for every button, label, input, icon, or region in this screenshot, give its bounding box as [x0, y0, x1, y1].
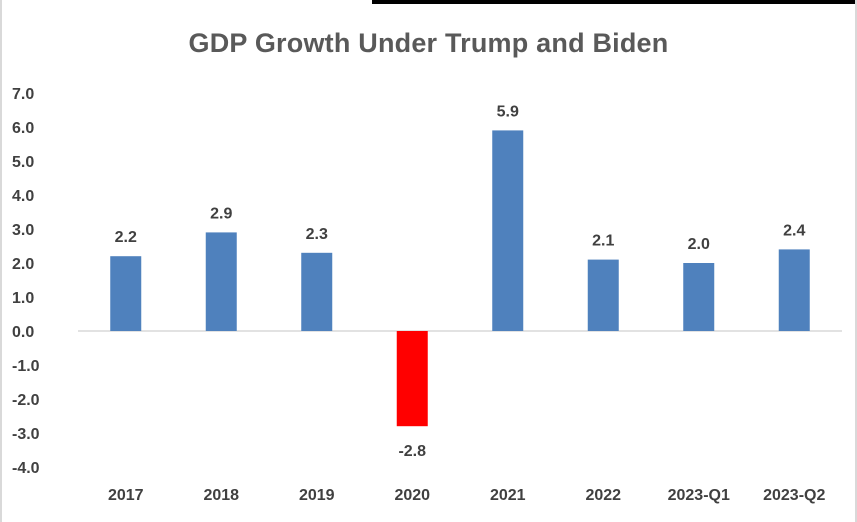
data-label: 2.2	[115, 229, 137, 246]
y-tick-label: 6.0	[12, 120, 34, 137]
y-tick-label: -4.0	[12, 460, 40, 477]
x-tick-label: 2017	[108, 487, 144, 504]
bar	[205, 232, 237, 331]
data-label: 2.9	[210, 205, 232, 222]
x-tick-label: 2019	[299, 487, 335, 504]
x-tick-label: 2018	[203, 487, 239, 504]
y-tick-label: 3.0	[12, 222, 34, 239]
data-label: 2.0	[688, 236, 710, 253]
bar	[492, 130, 524, 331]
data-label: 2.4	[783, 222, 805, 239]
x-tick-label: 2023-Q2	[763, 487, 825, 504]
data-label: 5.9	[497, 103, 519, 120]
top-border	[372, 0, 857, 4]
y-tick-label: 7.0	[12, 86, 34, 103]
right-border	[855, 0, 857, 522]
bar	[301, 252, 333, 331]
chart-title: GDP Growth Under Trump and Biden	[188, 28, 669, 58]
bar	[110, 256, 142, 331]
y-tick-label: -2.0	[12, 392, 40, 409]
y-tick-label: -3.0	[12, 426, 40, 443]
x-tick-label: 2022	[585, 487, 621, 504]
x-tick-label: 2023-Q1	[668, 487, 730, 504]
y-tick-label: 1.0	[12, 290, 34, 307]
data-label: -2.8	[398, 443, 426, 460]
bar	[587, 259, 619, 331]
x-tick-label: 2020	[394, 487, 430, 504]
y-tick-label: 2.0	[12, 256, 34, 273]
y-tick-label: -1.0	[12, 358, 40, 375]
data-label: 2.3	[306, 226, 328, 243]
data-label: 2.1	[592, 233, 614, 250]
bar	[778, 249, 810, 331]
x-tick-label: 2021	[490, 487, 526, 504]
y-tick-label: 4.0	[12, 188, 34, 205]
y-tick-label: 0.0	[12, 324, 34, 341]
bar	[396, 331, 428, 427]
bar	[683, 263, 715, 331]
y-tick-label: 5.0	[12, 154, 34, 171]
left-border	[0, 0, 2, 522]
